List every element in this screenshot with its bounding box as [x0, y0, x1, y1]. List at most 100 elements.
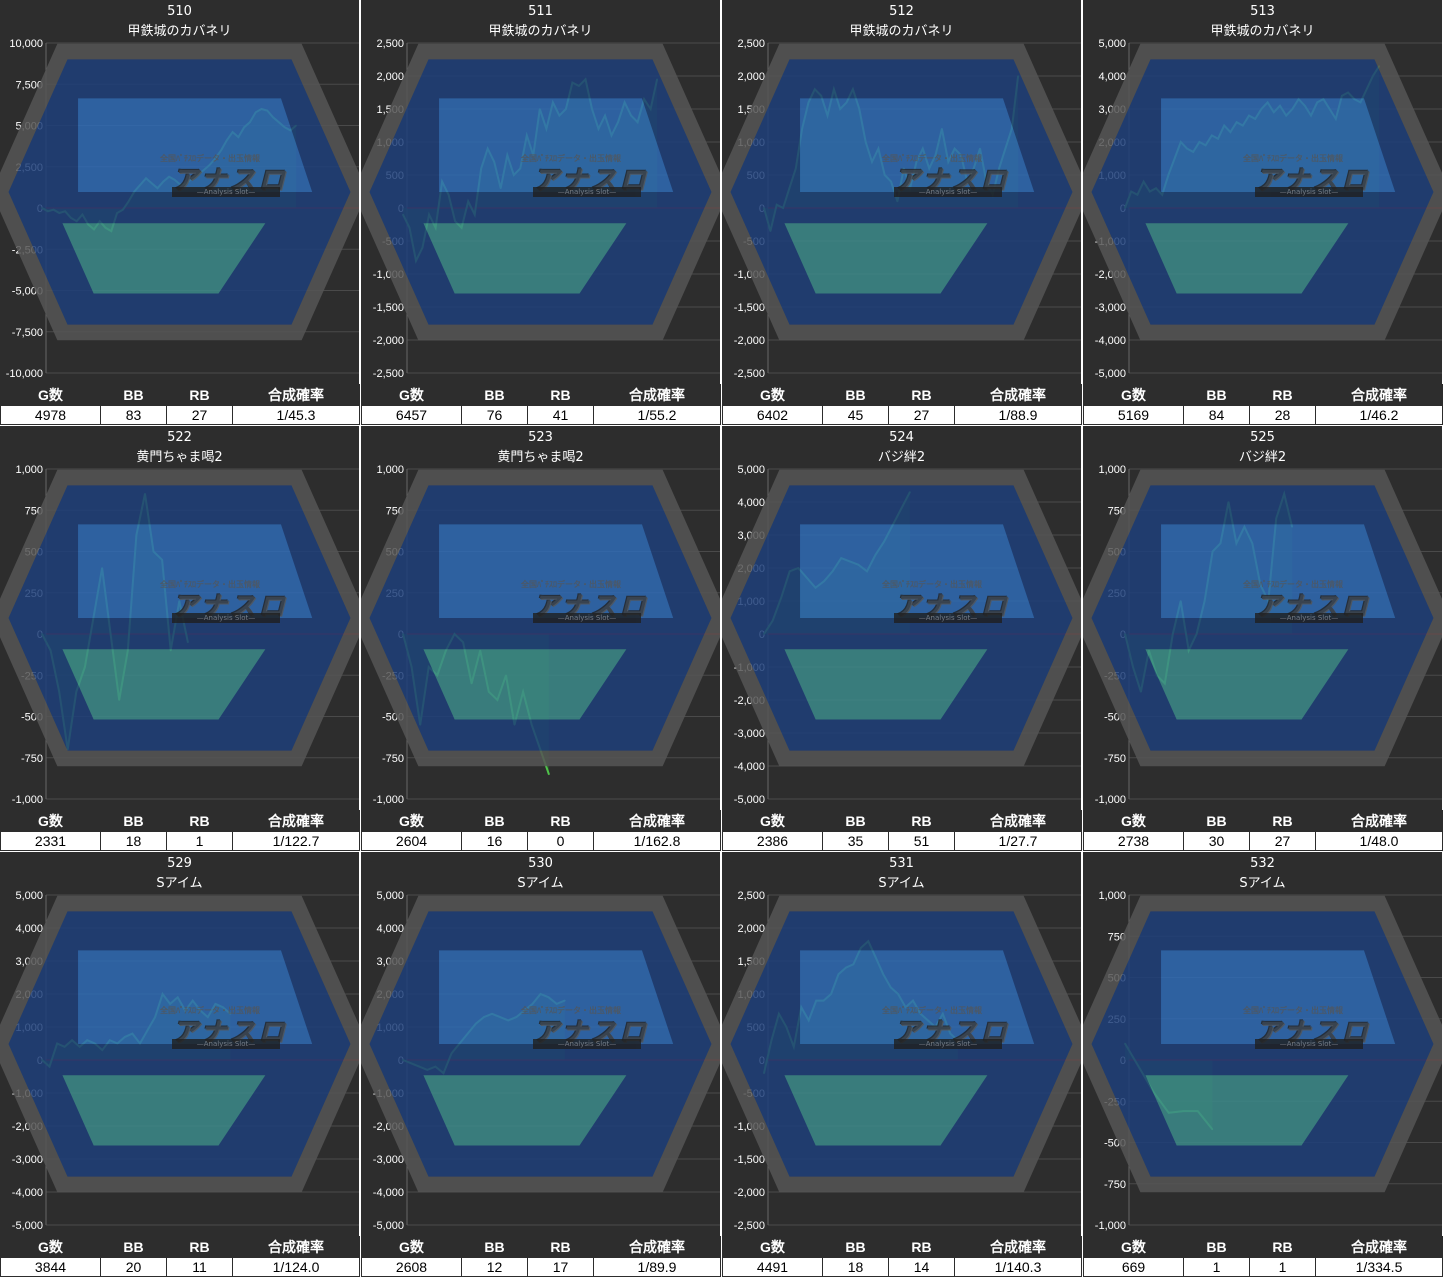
bb-header: BB [100, 810, 167, 832]
data-point [548, 773, 550, 776]
machine-panel[interactable]: 5,0004,0003,0002,0001,0000-1,000-2,000-3… [722, 426, 1082, 851]
chart-area: 2,5002,0001,5001,0005000-500-1,000-1,500… [722, 852, 1081, 1236]
stats-header-row: G数 BB RB 合成確率 [722, 384, 1082, 406]
machine-panel[interactable]: 1,0007505002500-250-500-750-1,000 525 バジ… [1083, 426, 1443, 851]
y-tick-label: 7,500 [15, 79, 43, 91]
machine-name: 黄門ちゃま喝2 [136, 450, 223, 465]
machine-panel[interactable]: 5,0004,0003,0002,0001,0000-1,000-2,000-3… [361, 852, 721, 1277]
stats-header-row: G数 BB RB 合成確率 [1083, 1236, 1443, 1258]
machine-number: 510 [167, 4, 192, 19]
y-tick-label: -1,000 [12, 794, 43, 806]
chart-area: 1,0007505002500-250-500-750-1,000 525 バジ… [1083, 426, 1442, 810]
y-tick-label: 1,000 [1098, 890, 1126, 902]
y-tick-label: 2,500 [376, 38, 404, 50]
stats-value-row: 2604 16 0 1/162.8 [361, 831, 721, 851]
rb-value: 17 [527, 1257, 594, 1277]
stats-header-row: G数 BB RB 合成確率 [1083, 384, 1443, 406]
games-value: 2604 [361, 831, 462, 851]
games-header: G数 [722, 1236, 823, 1258]
stats-header-row: G数 BB RB 合成確率 [361, 384, 721, 406]
y-tick-label: -750 [1104, 753, 1126, 765]
y-tick-label: 2,500 [737, 890, 765, 902]
y-tick-label: -750 [1104, 1179, 1126, 1191]
watermark-sub: —Analysis Slot— [172, 1039, 280, 1049]
y-tick-label: -2,000 [734, 335, 765, 347]
y-tick-label: -5,000 [734, 794, 765, 806]
bb-value: 1 [1183, 1257, 1250, 1277]
machine-panel[interactable]: 10,0007,5005,0002,5000-2,500-5,000-7,500… [0, 0, 360, 425]
machine-number: 529 [167, 856, 192, 871]
machine-number: 513 [1250, 4, 1275, 19]
machine-number: 522 [167, 430, 192, 445]
rb-value: 27 [1249, 831, 1316, 851]
y-tick-label: -5,000 [12, 1220, 43, 1232]
machine-name: バジ絆2 [1238, 450, 1287, 465]
bb-header: BB [100, 384, 167, 406]
machine-panel[interactable]: 1,0007505002500-250-500-750-1,000 532 Sア… [1083, 852, 1443, 1277]
machine-panel[interactable]: 2,5002,0001,5001,0005000-500-1,000-1,500… [361, 0, 721, 425]
games-header: G数 [361, 810, 462, 832]
y-tick-label: 2,000 [737, 923, 765, 935]
rb-header: RB [527, 384, 594, 406]
bb-header: BB [461, 810, 528, 832]
rb-value: 28 [1249, 405, 1316, 425]
watermark-sub: —Analysis Slot— [172, 613, 280, 623]
y-tick-label: -4,000 [1095, 335, 1126, 347]
rate-header: 合成確率 [593, 384, 721, 406]
bb-header: BB [1183, 384, 1250, 406]
machine-panel[interactable]: 5,0004,0003,0002,0001,0000-1,000-2,000-3… [1083, 0, 1443, 425]
rate-header: 合成確率 [954, 810, 1082, 832]
chart-area: 5,0004,0003,0002,0001,0000-1,000-2,000-3… [722, 426, 1081, 810]
games-header: G数 [722, 384, 823, 406]
games-value: 669 [1083, 1257, 1184, 1277]
watermark-sub: —Analysis Slot— [894, 1039, 1002, 1049]
rate-header: 合成確率 [593, 1236, 721, 1258]
rate-value: 1/89.9 [593, 1257, 721, 1277]
rb-header: RB [527, 810, 594, 832]
bb-value: 12 [461, 1257, 528, 1277]
stats-table: G数 BB RB 合成確率 4491 18 14 1/140.3 [722, 1236, 1082, 1277]
chart-area: 10,0007,5005,0002,5000-2,500-5,000-7,500… [0, 0, 359, 384]
watermark-sub: —Analysis Slot— [894, 613, 1002, 623]
machine-panel[interactable]: 2,5002,0001,5001,0005000-500-1,000-1,500… [722, 852, 1082, 1277]
stats-table: G数 BB RB 合成確率 6457 76 41 1/55.2 [361, 384, 721, 425]
bb-value: 20 [100, 1257, 167, 1277]
machine-panel[interactable]: 1,0007505002500-250-500-750-1,000 523 黄門… [361, 426, 721, 851]
stats-value-row: 2738 30 27 1/48.0 [1083, 831, 1443, 851]
machine-panel[interactable]: 1,0007505002500-250-500-750-1,000 522 黄門… [0, 426, 360, 851]
stats-table: G数 BB RB 合成確率 4978 83 27 1/45.3 [0, 384, 360, 425]
y-tick-label: 5,000 [737, 464, 765, 476]
rb-header: RB [166, 810, 233, 832]
chart-area: 5,0004,0003,0002,0001,0000-1,000-2,000-3… [0, 852, 359, 1236]
watermark-sub: —Analysis Slot— [533, 1039, 641, 1049]
rb-value: 27 [166, 405, 233, 425]
bb-header: BB [822, 384, 889, 406]
bb-header: BB [1183, 1236, 1250, 1258]
y-tick-label: 1,000 [1098, 464, 1126, 476]
watermark-tagline: 全国ﾊﾟﾁｽﾛデータ・出玉情報 [160, 580, 260, 589]
y-tick-label: 2,500 [737, 38, 765, 50]
watermark-logo-icon [1083, 469, 1442, 767]
games-value: 2386 [722, 831, 823, 851]
games-value: 6402 [722, 405, 823, 425]
chart-area: 1,0007505002500-250-500-750-1,000 532 Sア… [1083, 852, 1442, 1236]
bb-header: BB [1183, 810, 1250, 832]
y-tick-label: -1,000 [1095, 1220, 1126, 1232]
y-tick-label: 1,000 [376, 464, 404, 476]
machine-name: 甲鉄城のカバネリ [488, 24, 593, 39]
watermark-tagline: 全国ﾊﾟﾁｽﾛデータ・出玉情報 [521, 154, 621, 163]
rate-header: 合成確率 [232, 810, 360, 832]
machine-panel[interactable]: 2,5002,0001,5001,0005000-500-1,000-1,500… [722, 0, 1082, 425]
stats-value-row: 3844 20 11 1/124.0 [0, 1257, 360, 1277]
rate-header: 合成確率 [954, 1236, 1082, 1258]
watermark-tagline: 全国ﾊﾟﾁｽﾛデータ・出玉情報 [882, 154, 982, 163]
bb-header: BB [461, 1236, 528, 1258]
games-value: 6457 [361, 405, 462, 425]
bb-value: 76 [461, 405, 528, 425]
games-value: 4978 [0, 405, 101, 425]
rb-header: RB [527, 1236, 594, 1258]
y-tick-label: 5,000 [15, 890, 43, 902]
machine-panel[interactable]: 5,0004,0003,0002,0001,0000-1,000-2,000-3… [0, 852, 360, 1277]
stats-value-row: 2608 12 17 1/89.9 [361, 1257, 721, 1277]
rate-value: 1/124.0 [232, 1257, 360, 1277]
